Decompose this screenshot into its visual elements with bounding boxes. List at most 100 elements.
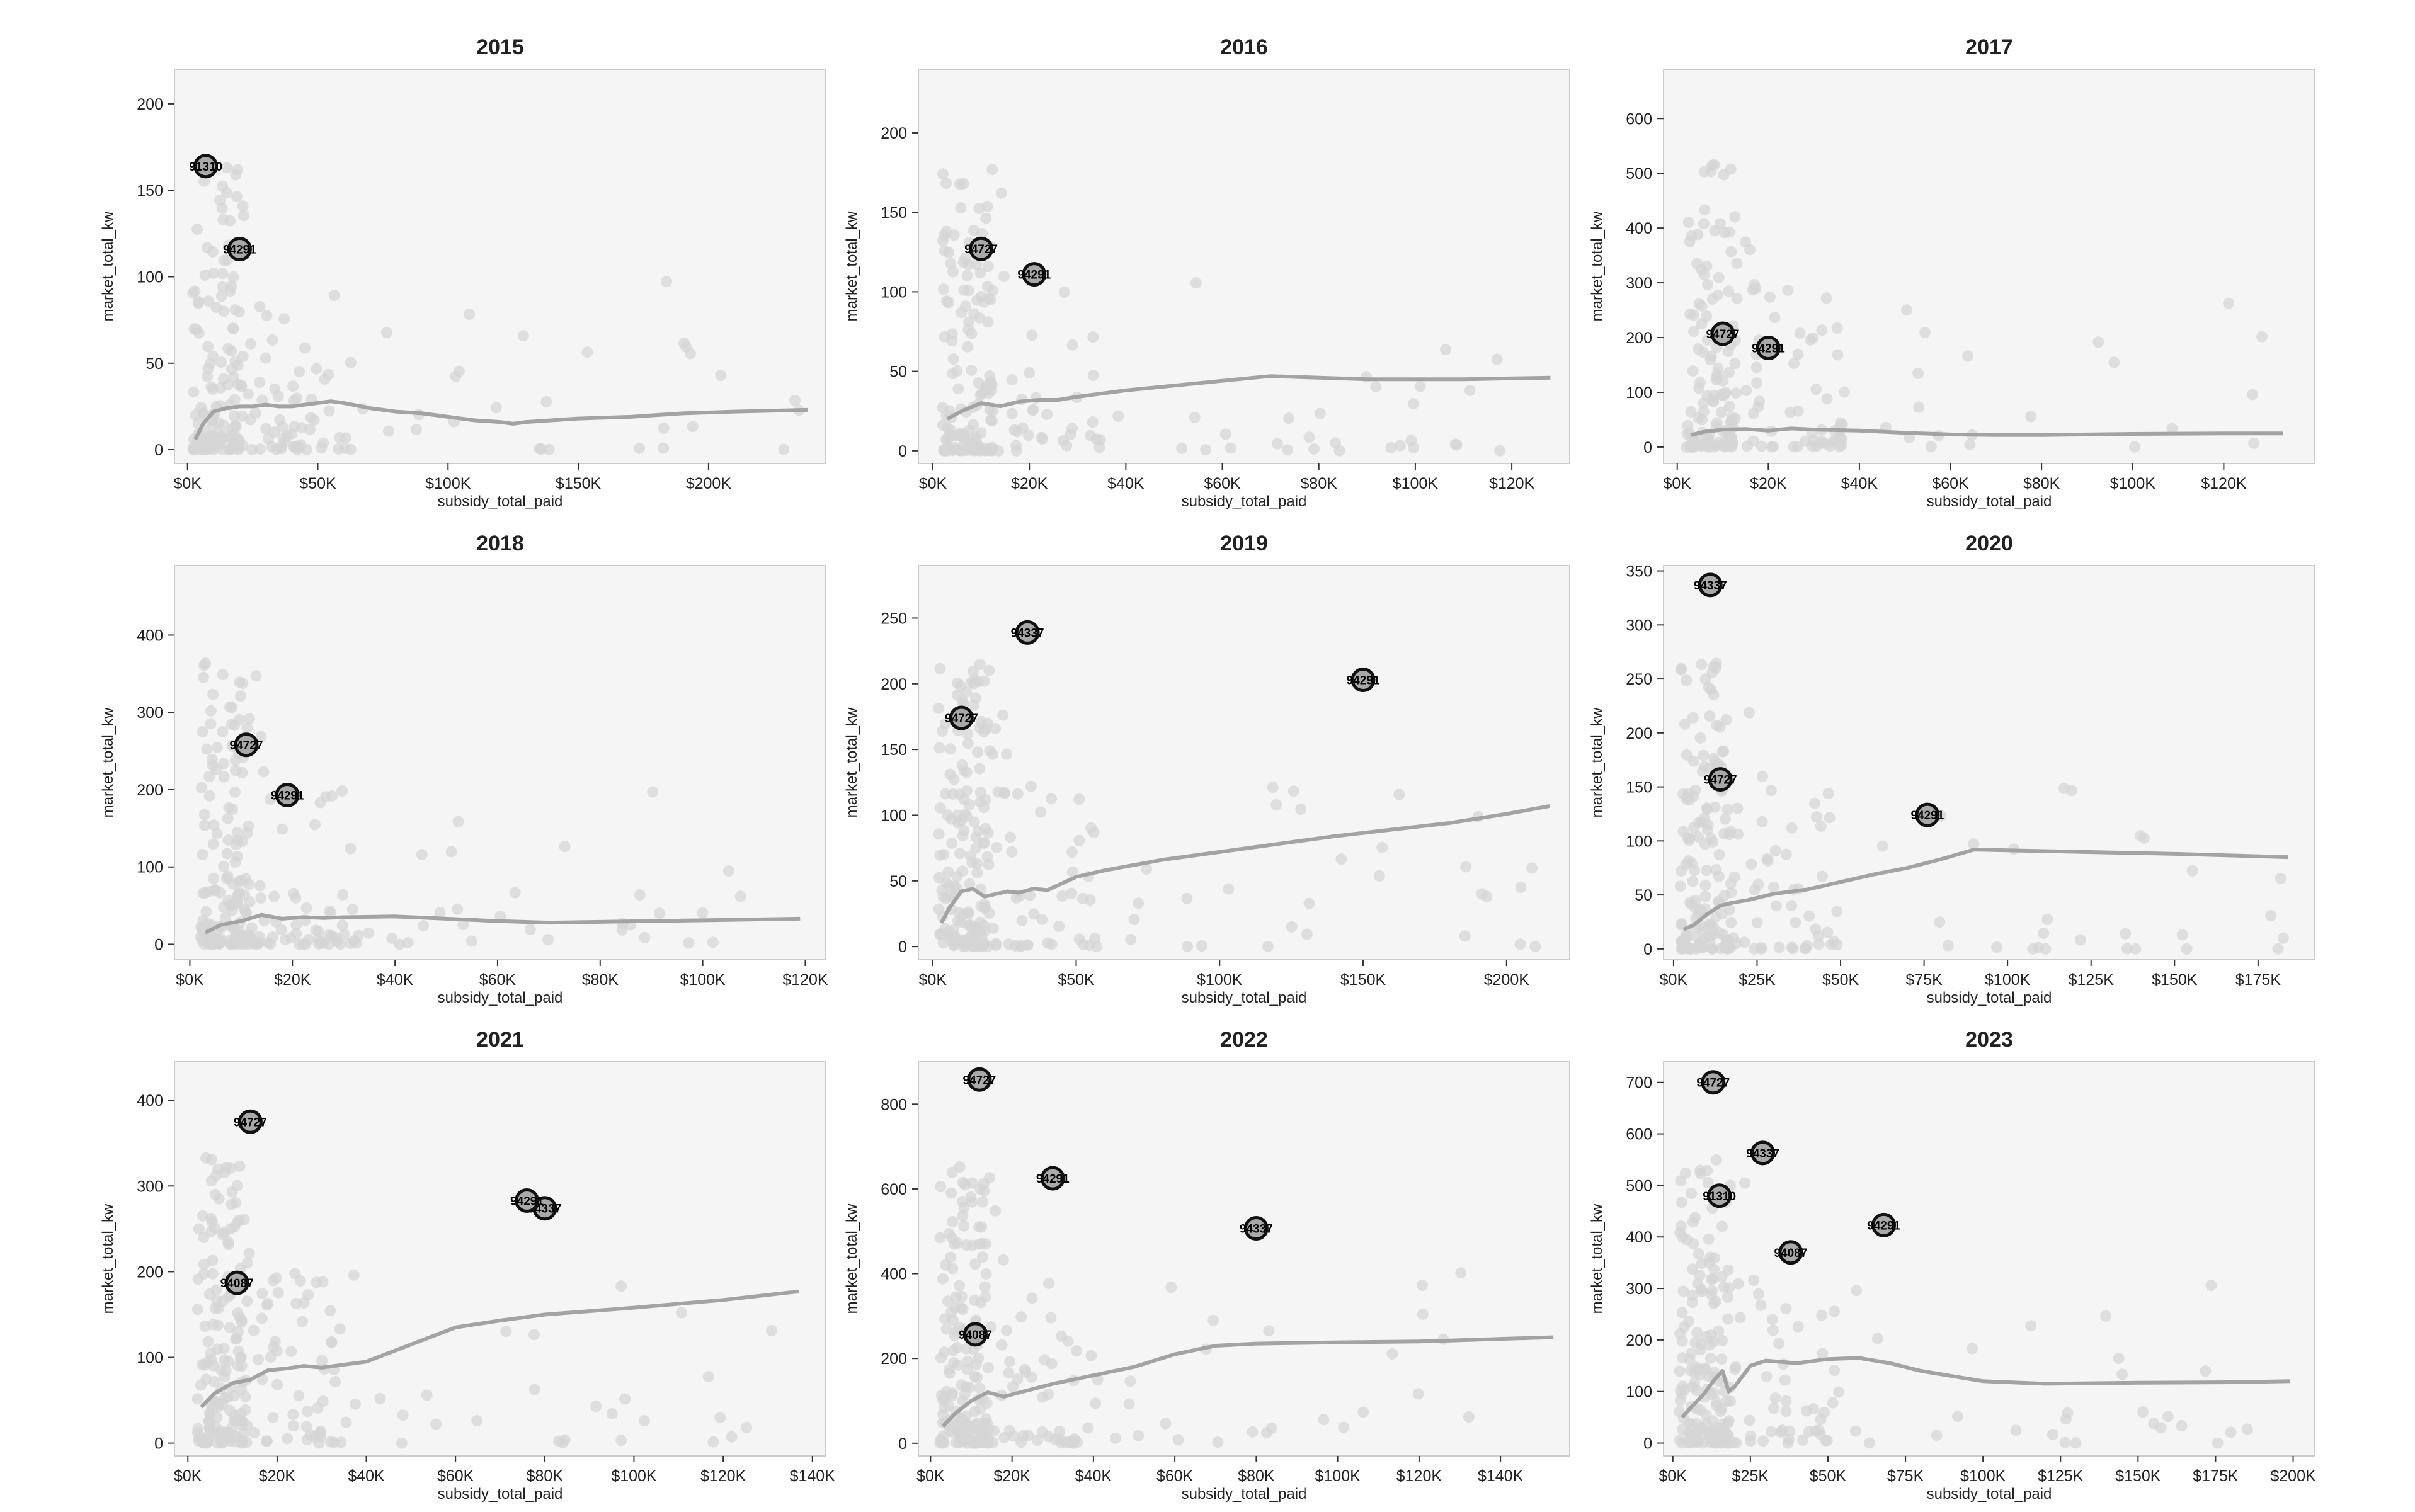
scatter-point	[1696, 659, 1708, 671]
scatter-point	[986, 378, 998, 390]
highlight-marker	[1756, 336, 1781, 361]
scatter-point	[222, 834, 234, 846]
scatter-point	[971, 258, 983, 270]
scatter-point	[1675, 865, 1687, 877]
scatter-point	[1682, 855, 1694, 867]
scatter-point	[1871, 1333, 1883, 1344]
scatter-point	[981, 851, 993, 863]
scatter-point	[1706, 293, 1718, 305]
scatter-point	[1681, 428, 1693, 440]
scatter-point	[294, 365, 305, 377]
highlight-point-94727: 94727	[1696, 1070, 1730, 1095]
y-tick-label: 150	[881, 741, 907, 759]
scatter-point	[226, 1198, 237, 1210]
scatter-point	[962, 324, 974, 336]
x-tick-label: $60K	[1156, 1467, 1194, 1485]
scatter-point	[234, 690, 246, 702]
x-tick-label: $0K	[1660, 971, 1688, 989]
scatter-point	[974, 1382, 986, 1394]
scatter-point	[207, 1319, 219, 1331]
scatter-point	[416, 848, 428, 860]
highlight-point-91310: 91310	[189, 154, 222, 179]
highlight-label: 91310	[189, 161, 222, 174]
scatter-point	[229, 304, 241, 315]
scatter-point	[619, 1393, 631, 1405]
scatter-point	[707, 936, 719, 948]
scatter-point	[445, 846, 457, 858]
scatter-point	[262, 433, 274, 445]
scatter-point	[1743, 707, 1755, 719]
scatter-point	[287, 380, 299, 392]
scatter-point	[241, 1257, 253, 1269]
scatter-point	[1112, 410, 1124, 422]
scatter-point	[1822, 926, 1834, 938]
scatter-point	[1416, 1280, 1428, 1292]
scatter-point	[1025, 1371, 1037, 1383]
x-tick-label: $200K	[2270, 1467, 2316, 1485]
y-axis-label: market_total_kw	[843, 211, 860, 321]
scatter-point	[1303, 897, 1315, 909]
scatter-point	[1690, 943, 1702, 955]
scatter-point	[957, 1210, 969, 1222]
scatter-point	[1677, 788, 1689, 800]
scatter-point	[658, 422, 670, 434]
panel-background	[1663, 565, 2315, 960]
scatter-point	[1035, 806, 1047, 818]
scatter-point	[1702, 1177, 1714, 1189]
scatter-point	[1934, 916, 1946, 928]
scatter-point	[1287, 785, 1299, 797]
y-tick-label: 400	[881, 1266, 907, 1283]
x-tick-label: $150K	[2152, 971, 2198, 989]
highlight-label: 94727	[945, 712, 978, 725]
scatter-point	[1710, 1396, 1722, 1408]
scatter-point	[956, 695, 968, 707]
scatter-point	[1066, 339, 1078, 351]
scatter-point	[615, 1280, 627, 1292]
scatter-point	[959, 300, 971, 312]
scatter-point	[1693, 412, 1704, 424]
scatter-point	[952, 1237, 964, 1249]
scatter-point	[1696, 816, 1708, 828]
scatter-point	[942, 866, 954, 878]
x-axis-label: subsidy_total_paid	[1927, 989, 2052, 1006]
scatter-point	[1085, 822, 1097, 834]
scatter-point	[1786, 941, 1798, 953]
trend-line	[204, 912, 801, 935]
scatter-point	[311, 1276, 323, 1288]
y-tick-label: 600	[1626, 1126, 1652, 1144]
scatter-point	[2092, 336, 2104, 348]
x-tick-label: $20K	[1750, 475, 1787, 492]
scatter-point	[1721, 804, 1733, 816]
scatter-point	[1677, 1352, 1689, 1364]
scatter-point	[242, 388, 254, 400]
scatter-point	[1141, 863, 1153, 875]
scatter-point	[1160, 1418, 1172, 1430]
scatter-point	[1699, 890, 1711, 902]
scatter-point	[947, 1387, 959, 1399]
scatter-point	[1675, 664, 1687, 676]
scatter-point	[396, 1437, 408, 1449]
scatter-point	[402, 937, 414, 949]
x-tick-label: $175K	[2235, 971, 2281, 989]
scatter-point	[278, 313, 290, 325]
scatter-point	[945, 1306, 957, 1318]
scatter-point	[997, 1254, 1009, 1266]
scatter-point	[300, 902, 312, 914]
scatter-point	[1716, 1220, 1728, 1232]
scatter-point	[1718, 890, 1730, 902]
scatter-point	[964, 850, 976, 862]
scatter-point	[1709, 225, 1721, 237]
scatter-point	[2074, 934, 2086, 946]
scatter-point	[286, 428, 298, 440]
x-tick-label: $60K	[1932, 475, 1969, 492]
scatter-point	[1817, 870, 1829, 882]
scatter-point	[974, 1183, 986, 1195]
scatter-point	[1041, 409, 1053, 421]
scatter-point	[1803, 910, 1815, 922]
scatter-point	[982, 1361, 994, 1373]
scatter-point	[1057, 435, 1069, 447]
highlight-point-94337: 94337	[1240, 1216, 1273, 1241]
scatter-point	[974, 763, 986, 775]
highlight-marker	[1350, 668, 1376, 693]
scatter-point	[658, 442, 670, 454]
